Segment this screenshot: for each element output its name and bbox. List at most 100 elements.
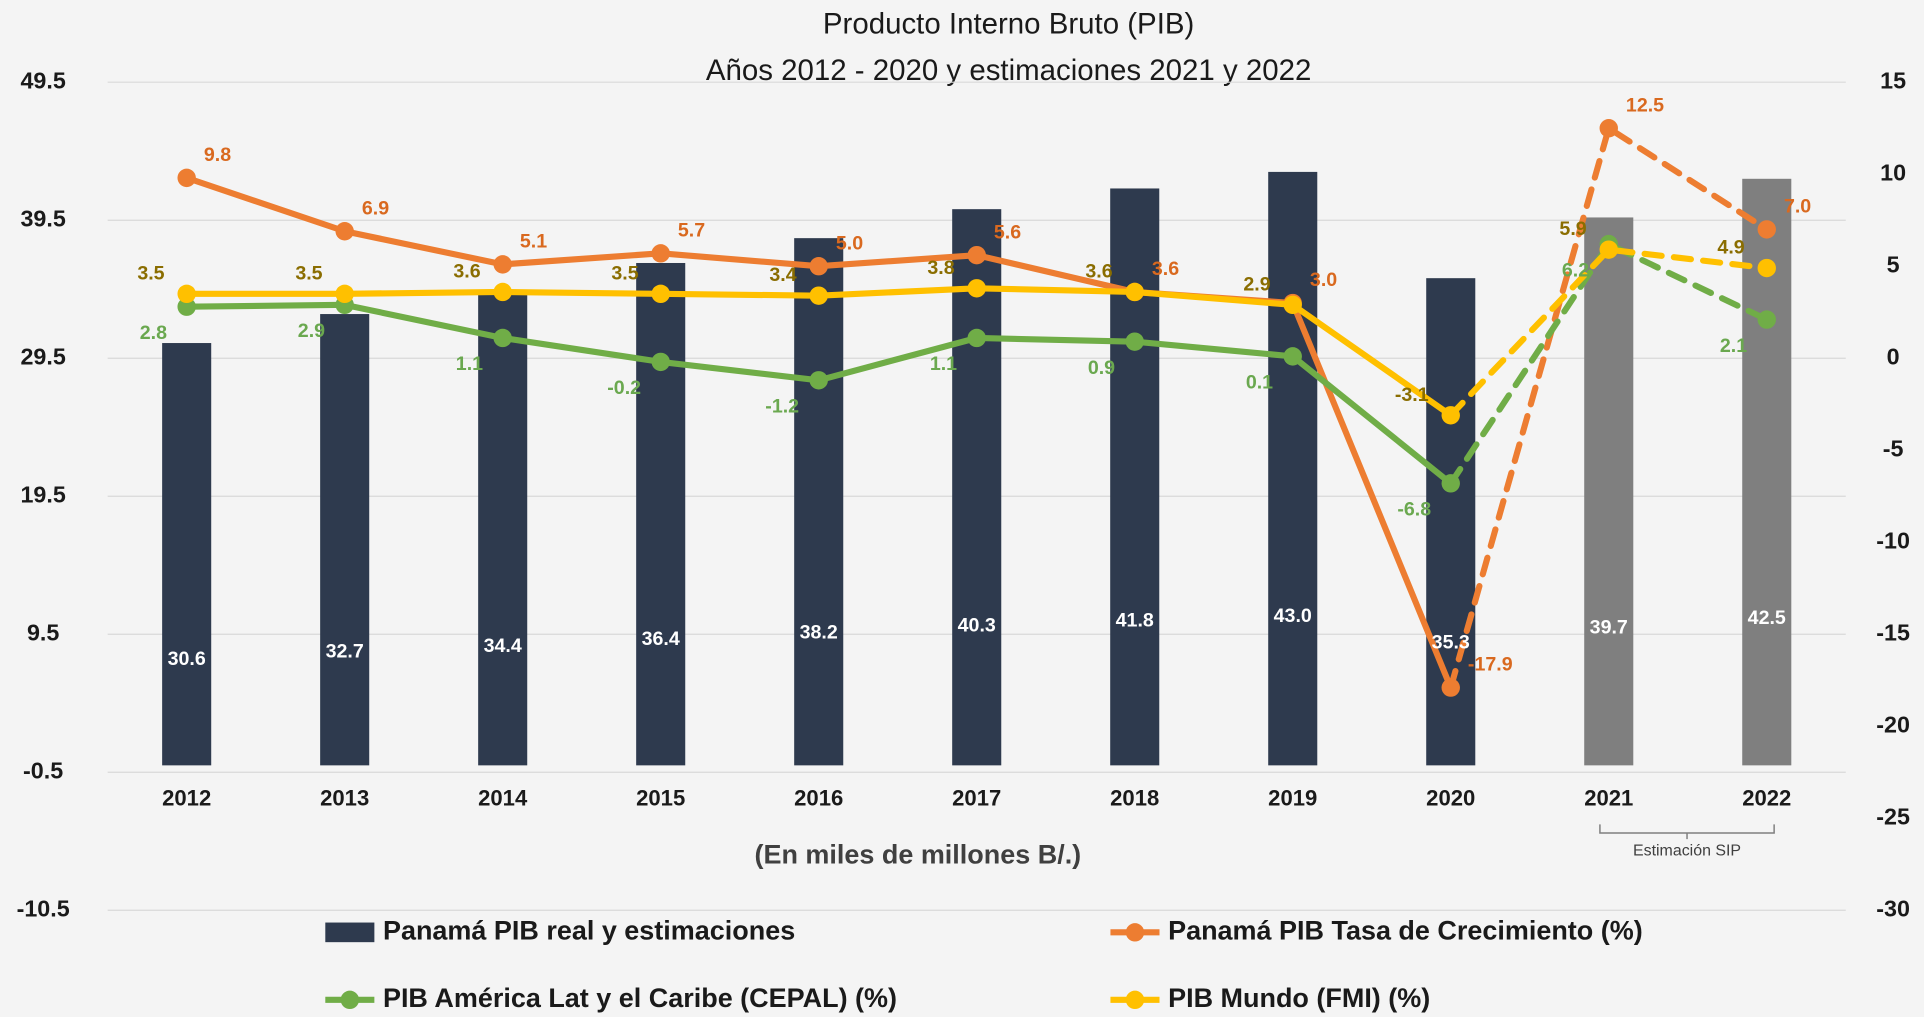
x-tick-label: 2019 — [1268, 786, 1317, 811]
line-value-label: 5.9 — [1559, 218, 1586, 240]
line-marker — [651, 284, 670, 304]
line-value-label: 7.0 — [1784, 196, 1811, 218]
line-value-label: 0.9 — [1088, 357, 1115, 379]
line-marker — [493, 255, 512, 274]
bar — [636, 262, 686, 766]
legend-swatch-marker — [340, 990, 360, 1010]
line-value-label: 12.5 — [1626, 94, 1664, 116]
y2-tick-label: 0 — [1887, 343, 1900, 369]
line-value-label: -0.2 — [607, 377, 641, 399]
line-value-label: -3.1 — [1395, 384, 1429, 406]
bar-value-label: 38.2 — [800, 622, 838, 644]
line-value-label: 3.6 — [1085, 261, 1112, 283]
line-value-label: 6.9 — [362, 197, 389, 219]
line-estimate — [1447, 246, 1770, 419]
chart-title: Producto Interno Bruto (PIB) — [823, 8, 1194, 41]
line-marker — [177, 284, 196, 304]
bar — [162, 343, 212, 766]
line-marker — [1283, 347, 1302, 366]
y-tick-label: 49.5 — [20, 67, 65, 93]
line-marker — [651, 352, 670, 372]
line-marker — [493, 328, 512, 348]
line-marker — [1599, 118, 1618, 138]
line-value-label: 5.0 — [836, 232, 863, 254]
line-marker — [1757, 220, 1776, 239]
line-estimate — [1447, 241, 1770, 487]
y2-tick-label: 15 — [1880, 67, 1906, 93]
y-tick-label: -0.5 — [23, 757, 63, 783]
y2-tick-label: -5 — [1883, 435, 1904, 461]
bar — [1584, 217, 1634, 766]
line-marker — [967, 245, 986, 265]
line-marker — [1283, 295, 1302, 315]
line-marker — [651, 244, 670, 263]
line-value-label: 2.1 — [1720, 335, 1747, 357]
legend-swatch-marker — [1125, 923, 1145, 942]
line-value-label: 5.7 — [678, 219, 705, 241]
line-value-label: 3.6 — [1152, 258, 1179, 280]
y2-tick-label: -10 — [1876, 527, 1910, 553]
y-tick-label: 29.5 — [20, 343, 65, 369]
y2-tick-label: -15 — [1876, 619, 1910, 645]
line-marker — [1757, 310, 1776, 329]
y2-tick-label: 5 — [1887, 251, 1900, 277]
x-tick-label: 2022 — [1742, 786, 1791, 811]
line-marker — [1125, 332, 1144, 351]
line-marker — [1757, 258, 1776, 278]
x-tick-label: 2014 — [478, 786, 528, 811]
line-value-label: -1.2 — [765, 395, 799, 417]
line-value-label: 3.5 — [295, 262, 322, 284]
bar — [952, 209, 1002, 766]
y-tick-label: -10.5 — [17, 895, 70, 921]
line-value-label: 3.0 — [1310, 269, 1337, 291]
line-marker — [1599, 240, 1618, 259]
annotation: Estimación SIP — [1633, 843, 1741, 860]
bar-value-label: 35.3 — [1432, 632, 1470, 654]
line-value-label: -6.8 — [1397, 499, 1431, 521]
bar — [478, 290, 528, 766]
line-marker — [335, 222, 354, 241]
legend-swatch — [325, 922, 375, 943]
x-tick-label: 2015 — [636, 786, 685, 811]
legend-label: Panamá PIB Tasa de Crecimiento (%) — [1168, 915, 1643, 945]
bar-value-label: 42.5 — [1748, 607, 1786, 629]
y2-tick-label: -30 — [1876, 895, 1910, 921]
line-marker — [1441, 474, 1460, 493]
line-value-label: 1.1 — [456, 353, 483, 375]
x-tick-label: 2017 — [952, 786, 1001, 811]
bar-value-label: 36.4 — [642, 628, 680, 650]
line-value-label: 3.5 — [611, 262, 638, 284]
line-value-label: 3.4 — [769, 264, 796, 286]
line-value-label: 3.8 — [927, 257, 954, 279]
bar-value-label: 43.0 — [1274, 605, 1312, 627]
legend-label: Panamá PIB real y estimaciones — [383, 915, 795, 945]
x-tick-label: 2012 — [162, 786, 211, 811]
line-value-label: 2.9 — [1243, 273, 1270, 295]
line-value-label: 0.1 — [1246, 372, 1273, 394]
line-value-label: 3.6 — [453, 261, 480, 283]
line-marker — [1125, 282, 1144, 302]
line-marker — [809, 286, 828, 305]
line-value-label: 6.2 — [1562, 259, 1589, 281]
y2-tick-label: 10 — [1880, 159, 1906, 185]
line-marker — [809, 371, 828, 390]
line-marker — [335, 284, 354, 304]
bar-value-label: 41.8 — [1116, 609, 1154, 631]
y-tick-label: 9.5 — [27, 619, 59, 645]
bar-value-label: 40.3 — [958, 614, 996, 636]
line-marker — [1441, 678, 1460, 697]
x-tick-label: 2021 — [1584, 786, 1633, 811]
bar-value-label: 32.7 — [326, 641, 364, 663]
line-value-label: 3.5 — [137, 262, 164, 284]
line-value-label: 1.1 — [930, 353, 957, 375]
y-tick-label: 39.5 — [20, 205, 65, 231]
line-value-label: 4.9 — [1717, 237, 1744, 259]
x-tick-label: 2016 — [794, 786, 843, 811]
bar-value-label: 39.7 — [1590, 617, 1628, 639]
estimate-bracket — [1599, 824, 1775, 840]
line-marker — [1441, 406, 1460, 425]
bar-value-label: 34.4 — [484, 635, 522, 657]
line-value-label: 9.8 — [204, 144, 231, 166]
y2-tick-label: -25 — [1876, 803, 1910, 829]
legend-swatch-marker — [1125, 990, 1145, 1010]
